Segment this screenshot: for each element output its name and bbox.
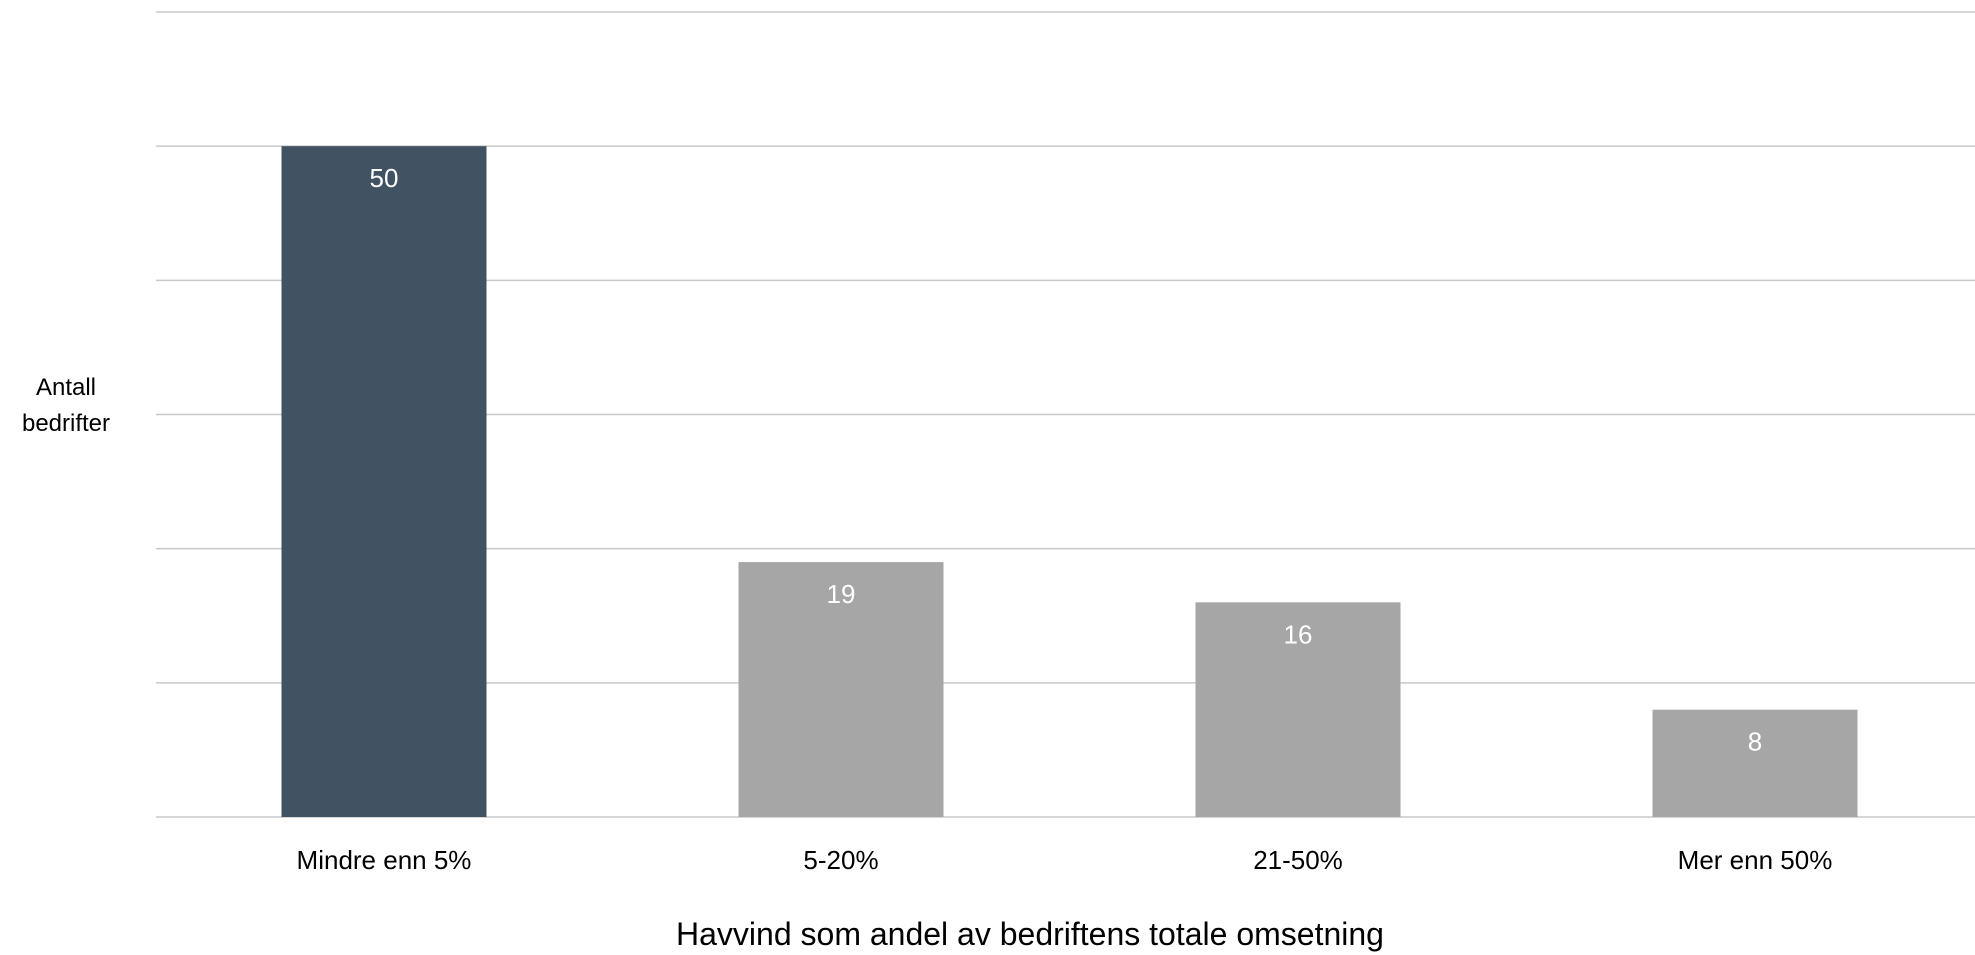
data-label-4: 8	[1748, 727, 1762, 757]
data-label-3: 16	[1284, 619, 1313, 649]
y-axis-label-line-2: bedrifter	[22, 410, 110, 437]
x-tick-label-1: Mindre enn 5%	[297, 845, 472, 875]
bar-4	[1652, 709, 1858, 817]
bar-2	[738, 562, 944, 817]
data-label-2: 19	[827, 579, 856, 609]
x-axis-title: Havvind som andel av bedriftens totale o…	[676, 916, 1384, 952]
x-tick-label-2: 5-20%	[803, 845, 878, 875]
bars	[281, 146, 1858, 817]
x-tick-label-3: 21-50%	[1253, 845, 1343, 875]
data-label-1: 50	[370, 163, 399, 193]
x-tick-labels: Mindre enn 5% 5-20% 21-50% Mer enn 50%	[297, 845, 1833, 875]
data-labels: 50 19 16 8	[370, 163, 1763, 757]
bar-3	[1195, 602, 1401, 817]
x-tick-label-4: Mer enn 50%	[1678, 845, 1833, 875]
bar-1	[281, 146, 487, 817]
y-axis-label-line-1: Antall	[36, 374, 96, 401]
